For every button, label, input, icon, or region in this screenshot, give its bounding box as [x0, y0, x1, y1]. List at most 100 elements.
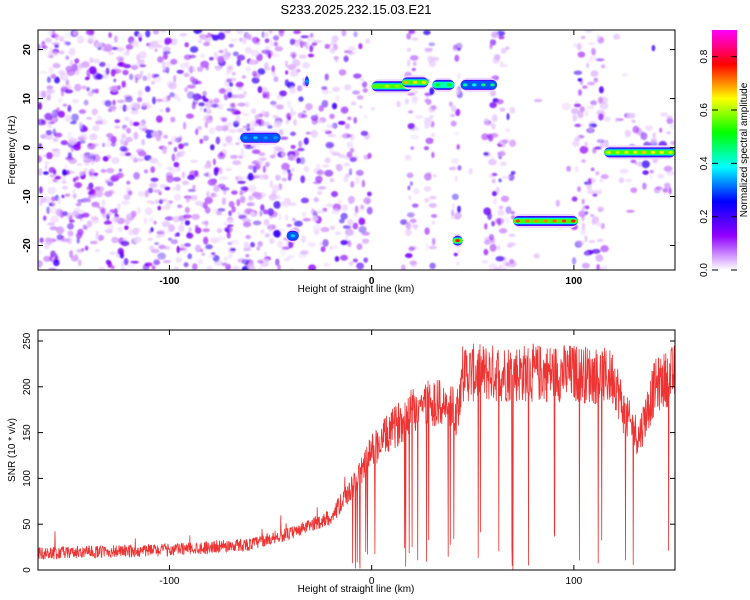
noise-blob	[189, 195, 198, 201]
noise-blob	[244, 46, 252, 54]
noise-blob	[65, 55, 70, 60]
noise-blob	[343, 55, 349, 63]
noise-blob	[216, 210, 223, 216]
noise-blob	[219, 176, 229, 180]
noise-blob	[454, 212, 462, 220]
noise-blob	[130, 260, 139, 264]
noise-blob	[509, 106, 516, 114]
noise-blob	[79, 133, 88, 142]
noise-blob	[285, 70, 289, 75]
noise-blob	[355, 169, 364, 176]
noise-blob	[350, 181, 355, 188]
tone-peak	[606, 150, 611, 154]
noise-blob	[237, 102, 246, 107]
noise-blob	[170, 239, 178, 245]
tone-peak	[524, 219, 530, 223]
noise-blob	[147, 41, 155, 50]
noise-blob	[202, 91, 207, 96]
noise-blob	[404, 98, 409, 105]
noise-blob	[254, 114, 259, 121]
noise-blob	[331, 151, 341, 156]
noise-blob	[198, 102, 205, 107]
noise-blob	[427, 55, 434, 63]
noise-blob	[423, 146, 429, 151]
noise-blob	[156, 162, 163, 167]
noise-blob	[327, 133, 337, 138]
noise-blob	[282, 168, 287, 176]
noise-blob	[111, 236, 119, 244]
noise-blob	[293, 30, 301, 34]
noise-blob	[64, 32, 72, 39]
noise-blob	[38, 118, 46, 126]
noise-blob	[321, 128, 330, 133]
noise-blob	[410, 134, 420, 140]
noise-blob	[644, 125, 654, 132]
noise-blob	[578, 89, 582, 96]
noise-blob	[179, 33, 187, 37]
noise-blob	[429, 262, 436, 269]
noise-blob	[38, 43, 41, 51]
noise-blob	[366, 206, 373, 215]
noise-blob	[251, 77, 260, 84]
y-tick-label: -10	[22, 189, 33, 204]
noise-blob	[51, 109, 59, 118]
noise-blob	[324, 157, 331, 164]
noise-blob	[508, 258, 515, 265]
noise-blob	[571, 257, 577, 265]
noise-blob	[598, 208, 603, 213]
noise-blob	[81, 85, 87, 90]
noise-blob	[199, 106, 203, 112]
noise-blob	[300, 175, 306, 184]
noise-blob	[302, 217, 311, 222]
noise-blob	[59, 50, 65, 55]
noise-blob	[164, 216, 174, 221]
noise-blob	[585, 30, 593, 33]
noise-blob	[406, 212, 415, 218]
noise-blob	[186, 84, 196, 89]
tone-peak	[650, 150, 656, 154]
noise-blob	[47, 124, 53, 129]
noise-blob	[250, 242, 255, 248]
tone-peak	[668, 150, 673, 154]
noise-blob	[84, 162, 90, 166]
noise-blob	[666, 118, 674, 124]
noise-blob	[362, 88, 368, 93]
noise-blob	[498, 205, 504, 210]
noise-blob	[74, 83, 82, 92]
noise-blob	[209, 56, 214, 61]
noise-blob	[236, 128, 245, 133]
noise-blob	[581, 198, 585, 205]
noise-blob	[287, 156, 295, 161]
noise-blob	[430, 132, 436, 138]
noise-blob	[54, 33, 59, 41]
noise-blob	[631, 119, 636, 123]
noise-blob	[624, 178, 633, 183]
noise-blob	[285, 112, 290, 119]
noise-blob	[293, 118, 297, 126]
noise-blob	[272, 101, 277, 108]
noise-blob	[93, 172, 99, 177]
noise-blob	[580, 228, 586, 236]
noise-blob	[561, 102, 571, 111]
tone-peak	[463, 83, 468, 87]
noise-blob	[595, 254, 604, 262]
noise-blob	[333, 245, 339, 249]
noise-blob	[577, 51, 586, 58]
noise-blob	[589, 214, 595, 218]
noise-blob	[86, 87, 90, 92]
noise-blob	[184, 87, 188, 93]
noise-blob	[122, 104, 127, 112]
noise-blob	[137, 89, 143, 97]
noise-blob	[85, 246, 89, 251]
noise-blob	[317, 190, 323, 196]
tone-peak	[534, 219, 539, 223]
noise-blob	[38, 155, 42, 163]
noise-blob	[183, 72, 190, 78]
noise-blob	[75, 176, 80, 181]
noise-blob	[91, 89, 95, 94]
noise-blob	[102, 142, 106, 148]
noise-blob	[66, 212, 73, 220]
noise-blob	[297, 147, 305, 152]
noise-blob	[269, 40, 274, 48]
tone-band	[304, 74, 310, 89]
